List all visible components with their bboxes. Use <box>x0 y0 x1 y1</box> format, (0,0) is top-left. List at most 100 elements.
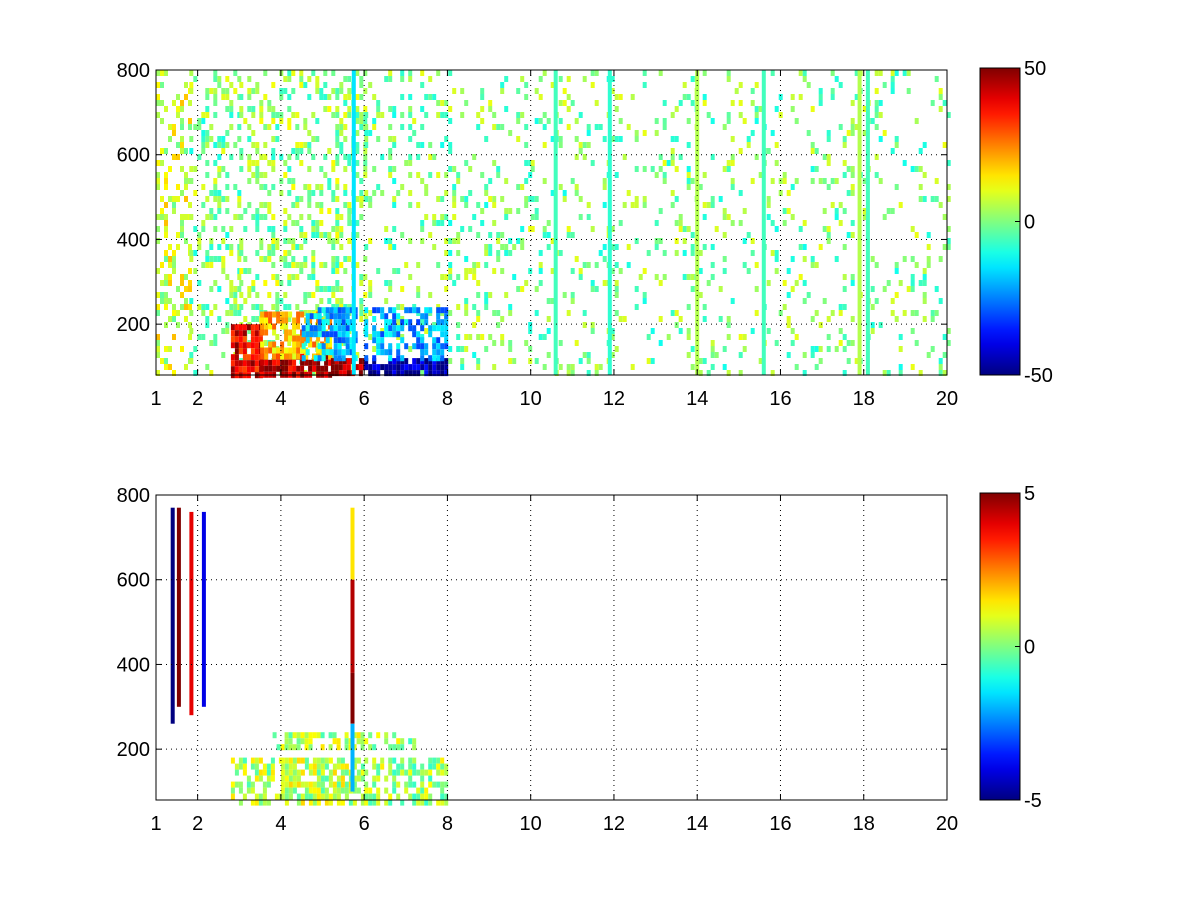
heatmap-cell <box>363 154 368 160</box>
heatmap-cell <box>201 136 206 142</box>
heatmap-cell <box>316 787 321 794</box>
heatmap-cell <box>327 298 332 304</box>
heatmap-cell <box>432 355 437 362</box>
heatmap-cell <box>488 106 493 112</box>
heatmap-cell <box>316 365 321 372</box>
heatmap-cell <box>408 124 413 130</box>
heatmap-cell <box>894 142 899 148</box>
heatmap-cell <box>710 202 715 208</box>
heatmap-cell <box>201 202 206 208</box>
heatmap-cell <box>279 154 284 160</box>
heatmap-cell <box>312 341 317 348</box>
heatmap-cell <box>339 244 344 250</box>
heatmap-cell <box>440 274 445 280</box>
heatmap-cell <box>339 262 344 268</box>
heatmap-cell <box>255 226 260 232</box>
heatmap-cell <box>254 757 259 764</box>
heatmap-cell <box>786 190 791 196</box>
heatmap-cell <box>666 160 671 166</box>
heatmap-cell <box>578 274 583 280</box>
heatmap-cell <box>347 160 352 166</box>
heatmap-cell <box>946 226 951 232</box>
heatmap-cell <box>376 268 381 274</box>
heatmap-cell <box>304 744 309 751</box>
heatmap-cell <box>778 190 783 196</box>
heatmap-cell <box>930 100 935 106</box>
heatmap-cell <box>492 220 497 226</box>
heatmap-cell <box>331 190 336 196</box>
heatmap-cell <box>436 325 441 332</box>
heatmap-cell <box>287 262 292 268</box>
heatmap-cell <box>259 154 264 160</box>
heatmap-cell <box>352 763 357 770</box>
heatmap-cell <box>444 100 449 106</box>
heatmap-cell <box>271 184 276 190</box>
heatmap-cell <box>380 307 385 314</box>
heatmap-cell <box>255 82 260 88</box>
heatmap-cell <box>392 178 397 184</box>
heatmap-cell <box>328 799 333 806</box>
heatmap-cell <box>213 88 218 94</box>
heatmap-cell <box>730 100 735 106</box>
heatmap-cell <box>263 124 268 130</box>
colorbar-tick-label: 0 <box>1024 637 1035 659</box>
heatmap-cell <box>678 214 683 220</box>
heatmap-cell <box>201 148 206 154</box>
heatmap-cell <box>392 325 397 332</box>
heatmap-cell <box>440 343 445 350</box>
heatmap-cell <box>303 310 308 316</box>
heatmap-cell <box>530 226 535 232</box>
heatmap-cell <box>283 88 288 94</box>
heatmap-cell <box>319 88 324 94</box>
heatmap-cell <box>312 732 317 739</box>
heatmap-cell <box>890 298 895 304</box>
heatmap-cell <box>364 307 369 314</box>
heatmap-cell <box>287 70 292 76</box>
heatmap-cell <box>255 88 260 94</box>
heatmap-cell <box>468 268 473 274</box>
heatmap-cell <box>335 112 340 118</box>
heatmap-cell <box>546 316 551 322</box>
heatmap-cell <box>296 323 301 330</box>
heatmap-cell <box>284 775 289 782</box>
heatmap-cell <box>239 166 244 172</box>
heatmap-cell <box>255 142 260 148</box>
heatmap-cell <box>176 184 180 190</box>
heatmap-cell <box>356 775 361 782</box>
heatmap-cell <box>324 763 329 770</box>
heatmap-cell <box>408 793 413 800</box>
heatmap-cell <box>316 335 321 342</box>
heatmap-cell <box>586 214 591 220</box>
heatmap-cell <box>271 304 276 310</box>
y-tick-label: 600 <box>117 570 150 592</box>
heatmap-cell <box>315 304 320 310</box>
heatmap-cell <box>260 365 265 372</box>
heatmap-cell <box>321 331 326 338</box>
heatmap-cell <box>874 106 879 112</box>
heatmap-cell <box>444 319 449 326</box>
heatmap-cell <box>359 196 364 202</box>
heatmap-cell <box>305 313 310 320</box>
heatmap-cell <box>408 364 413 371</box>
heatmap-cell <box>508 340 513 346</box>
heatmap-cell <box>814 148 819 154</box>
heatmap-cell <box>164 148 168 154</box>
heatmap-cell <box>412 738 417 745</box>
heatmap-cell <box>254 330 259 337</box>
heatmap-cell <box>436 781 441 788</box>
heatmap-cell <box>766 214 771 220</box>
heatmap-cell <box>464 346 469 352</box>
heatmap-cell <box>292 335 297 342</box>
heatmap-cell <box>392 226 397 232</box>
heatmap-cell <box>184 148 188 154</box>
heatmap-cell <box>598 364 603 370</box>
heatmap-cell <box>678 316 683 322</box>
heatmap-cell <box>416 787 421 794</box>
heatmap-cell <box>874 112 879 118</box>
heatmap-cell <box>239 238 244 244</box>
heatmap-cell <box>396 268 401 274</box>
heatmap-cell <box>396 304 401 310</box>
heatmap-cell <box>156 304 160 310</box>
heatmap-cell <box>307 190 312 196</box>
